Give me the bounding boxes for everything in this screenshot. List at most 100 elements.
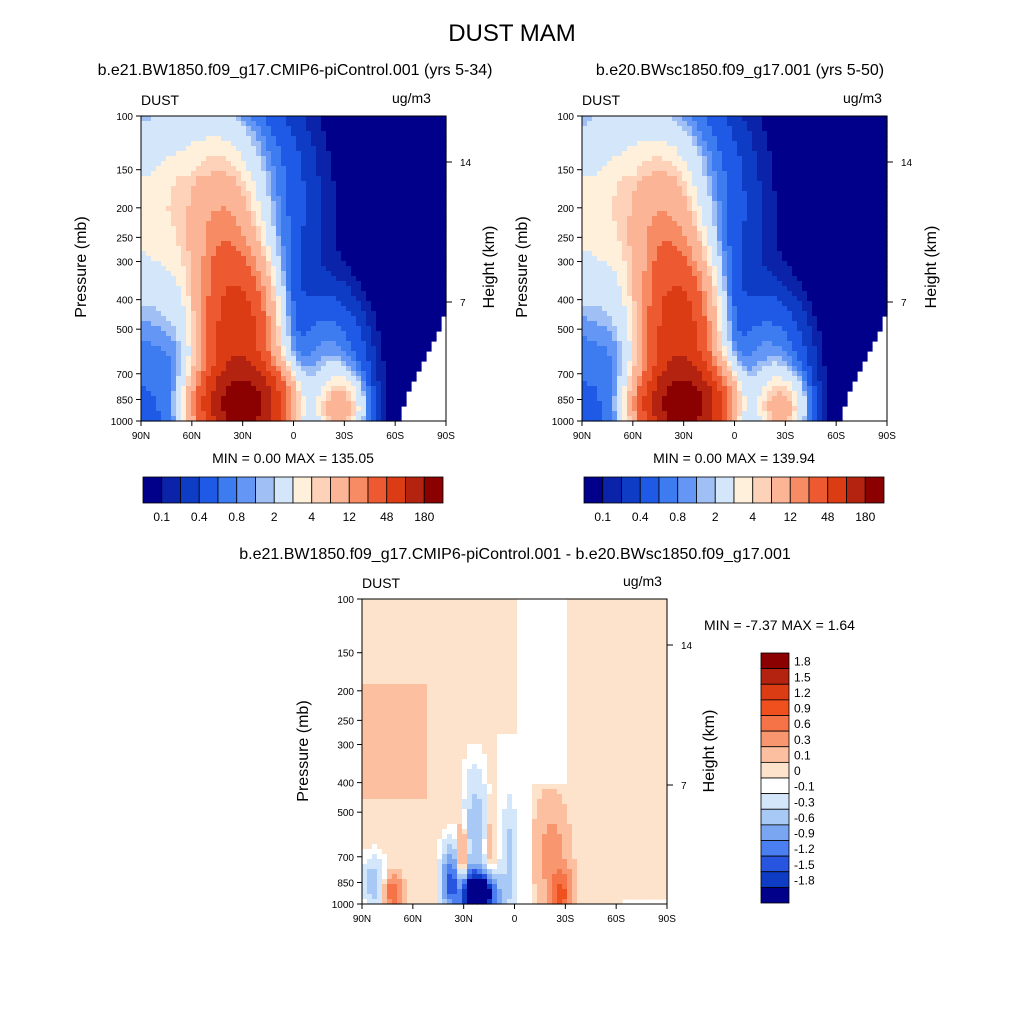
panel-2-units: ug/m3 (843, 90, 882, 106)
colorbar-box (255, 476, 275, 504)
x-tick-label: 30N (454, 914, 472, 925)
panel-2-colorbar: 0.1 0.4 0.8 2 4 12 48 180 (583, 476, 885, 524)
colorbar-box (760, 715, 790, 732)
panel-2-field (582, 116, 888, 422)
colorbar-box (760, 746, 790, 763)
colorbar-label: -0.3 (794, 795, 815, 809)
y-tick-label: 200 (116, 204, 133, 215)
panel-1-colorbar: 0.1 0.4 0.8 2 4 12 48 180 (142, 476, 444, 524)
colorbar-label: 2 (712, 510, 719, 524)
colorbar-box (639, 476, 660, 504)
colorbar-box (760, 730, 790, 748)
panel-3-colorbar: 1.81.51.20.90.60.30.10-0.1-0.3-0.6-0.9-1… (760, 652, 815, 904)
colorbar-label: 4 (749, 510, 756, 524)
y-tick-label: 100 (337, 595, 354, 606)
colorbar-label: 1.2 (794, 686, 811, 700)
y-tick-label: 250 (557, 233, 574, 244)
colorbar-box (827, 476, 847, 504)
colorbar-box (161, 476, 181, 504)
y-tick-label: 1000 (111, 417, 134, 428)
page-title: DUST MAM (448, 20, 576, 47)
y-tick-label: 1000 (552, 417, 575, 428)
y-tick-label: 400 (337, 779, 354, 790)
colorbar-label: 0.1 (794, 748, 811, 762)
colorbar-label: 1.5 (794, 670, 811, 684)
colorbar-box (760, 699, 790, 716)
x-tick-label: 30S (335, 431, 353, 442)
colorbar-box (583, 476, 604, 504)
height-tick-label: 7 (681, 781, 687, 792)
colorbar-label: -1.8 (794, 873, 815, 887)
colorbar-label: 0.8 (669, 510, 686, 524)
x-tick-label: 60S (827, 431, 845, 442)
y-tick-label: 700 (337, 853, 354, 864)
panel-2-ylabel-right: Height (km) (923, 225, 940, 309)
panel-2-ylabel: Pressure (mb) (514, 216, 531, 318)
y-tick-label: 500 (116, 325, 133, 336)
colorbar-box (602, 476, 622, 504)
panel-1-title: b.e21.BW1850.f09_g17.CMIP6-piControl.001… (97, 62, 493, 79)
x-tick-label: 60S (607, 914, 625, 925)
colorbar-label: 0.8 (228, 510, 245, 524)
colorbar-box (217, 476, 238, 504)
colorbar-box (311, 476, 331, 504)
colorbar-box (760, 652, 790, 670)
colorbar-box (405, 476, 425, 504)
x-tick-label: 30N (233, 431, 251, 442)
panel-1-units: ug/m3 (392, 90, 431, 106)
y-tick-label: 400 (116, 296, 133, 307)
colorbar-box (760, 683, 790, 701)
colorbar-box (696, 476, 716, 504)
colorbar-box (658, 476, 679, 504)
colorbar-box (677, 476, 697, 504)
panel-1-field (141, 116, 447, 422)
colorbar-box (760, 886, 790, 904)
colorbar-box (348, 476, 369, 504)
panel-3-variable: DUST (362, 575, 401, 591)
colorbar-label: -0.1 (794, 780, 815, 794)
colorbar-box (367, 476, 388, 504)
colorbar-label: 2 (271, 510, 278, 524)
y-tick-label: 300 (337, 741, 354, 752)
colorbar-box (752, 476, 772, 504)
y-tick-label: 200 (337, 687, 354, 698)
y-tick-label: 100 (116, 112, 133, 123)
panel-1-plot: 100 150 200 250 300 400 500 700 850 1000 90N 60N 30N… (111, 112, 472, 442)
colorbar-label: 0.6 (794, 717, 811, 731)
panel-1-stats: MIN = 0.00 MAX = 135.05 (212, 450, 374, 466)
colorbar-label: -1.5 (794, 858, 815, 872)
panel-3-plot: 100 150 200 250 300 400 500 700 850 1000 90N 60N 30N… (332, 595, 693, 925)
colorbar-box (760, 668, 790, 685)
colorbar-box (760, 793, 790, 810)
y-tick-label: 300 (116, 258, 133, 269)
y-tick-label: 150 (337, 649, 354, 660)
y-tick-label: 850 (116, 395, 133, 406)
panel-3-stats: MIN = -7.37 MAX = 1.64 (704, 617, 855, 633)
panel-2-plot: 100 150 200 250 300 400 500 700 850 1000 90N 60N 30N… (552, 112, 913, 442)
y-tick-label: 1000 (332, 900, 355, 911)
y-tick-label: 250 (337, 716, 354, 727)
colorbar-box (714, 476, 735, 504)
colorbar-box (760, 777, 790, 795)
colorbar-box (760, 761, 790, 779)
height-tick-label: 7 (901, 298, 907, 309)
colorbar-box (771, 476, 791, 504)
colorbar-label: 0.1 (594, 510, 611, 524)
panel-2-title: b.e20.BWsc1850.f09_g17.001 (yrs 5-50) (595, 62, 885, 79)
colorbar-box (198, 476, 219, 504)
colorbar-label: 0.1 (153, 510, 170, 524)
panel-3-ylabel-right: Height (km) (701, 709, 718, 793)
colorbar-box (760, 871, 790, 888)
height-tick-label: 7 (460, 298, 466, 309)
x-tick-label: 30N (674, 431, 692, 442)
colorbar-box (330, 476, 350, 504)
colorbar-box (760, 824, 790, 841)
y-tick-label: 150 (116, 166, 133, 177)
panel-1-ylabel: Pressure (mb) (73, 216, 90, 318)
colorbar-box (760, 808, 790, 826)
colorbar-label: 0.3 (794, 733, 811, 747)
panel-1-ylabel-right: Height (km) (481, 225, 498, 309)
colorbar-label: 0 (794, 764, 801, 778)
colorbar-label: 180 (414, 510, 434, 524)
colorbar-label: 0.4 (191, 510, 208, 524)
